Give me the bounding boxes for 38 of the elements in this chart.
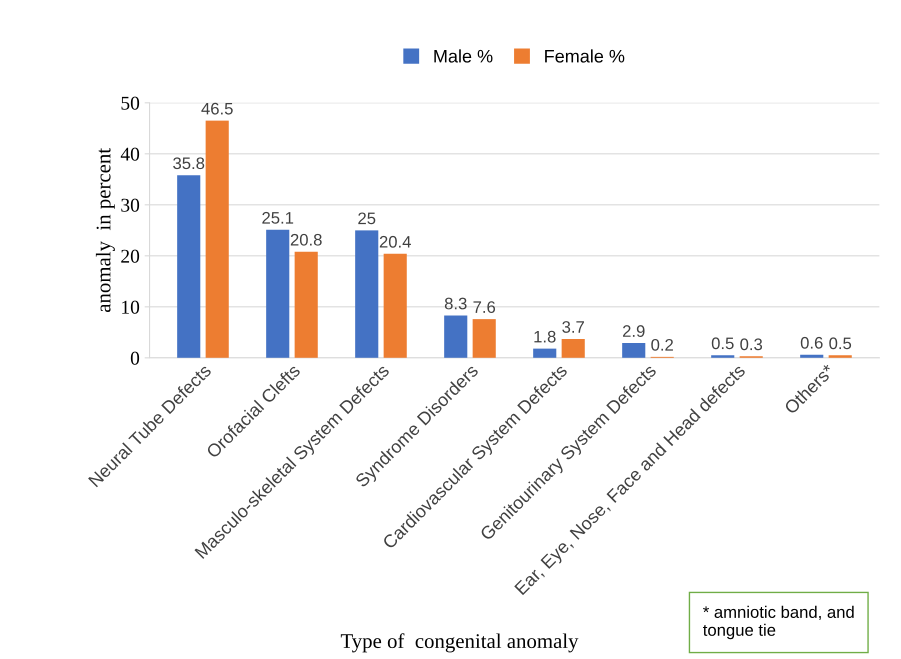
- bar: [622, 343, 646, 358]
- bar: [294, 252, 318, 358]
- y-tick-label: 20: [121, 250, 140, 263]
- data-label: 0.5: [712, 337, 734, 350]
- data-label: 0.5: [829, 337, 852, 350]
- y-tick-label: 10: [122, 300, 140, 314]
- data-label: 20.8: [290, 234, 322, 246]
- data-label: 46.5: [201, 102, 233, 115]
- bar: [206, 120, 229, 358]
- data-label: 25.1: [262, 212, 294, 224]
- bar: [472, 319, 496, 358]
- bar: [177, 175, 200, 358]
- bar: [562, 338, 585, 358]
- bar: [444, 316, 468, 358]
- bar: [355, 230, 378, 358]
- data-label: 2.9: [622, 325, 645, 337]
- data-label: 0.3: [740, 338, 762, 350]
- legend-label: Male %: [434, 49, 492, 63]
- data-label: 8.3: [444, 298, 467, 310]
- data-label: 25: [358, 212, 376, 224]
- y-tick-label: 50: [122, 96, 140, 110]
- data-label: 0.2: [651, 338, 673, 351]
- data-label: 1.8: [534, 330, 556, 343]
- data-label: 7.6: [473, 301, 496, 313]
- x-axis-title: Type of congenital anomaly: [340, 633, 578, 652]
- data-label: 20.4: [380, 236, 411, 248]
- bar: [533, 348, 556, 358]
- bar: [384, 254, 407, 358]
- y-tick-label: 0: [130, 352, 140, 365]
- legend-label: Female %: [545, 49, 624, 63]
- y-tick-label: 40: [120, 148, 140, 161]
- y-axis-title: anomaly in percent: [96, 148, 115, 312]
- text: * amniotic band, and tongue tie: [703, 606, 854, 640]
- data-label: 35.8: [173, 157, 204, 170]
- bar: [266, 230, 290, 358]
- data-label: 0.6: [800, 336, 823, 349]
- y-tick-label: 30: [121, 198, 140, 212]
- data-label: 3.7: [562, 321, 584, 333]
